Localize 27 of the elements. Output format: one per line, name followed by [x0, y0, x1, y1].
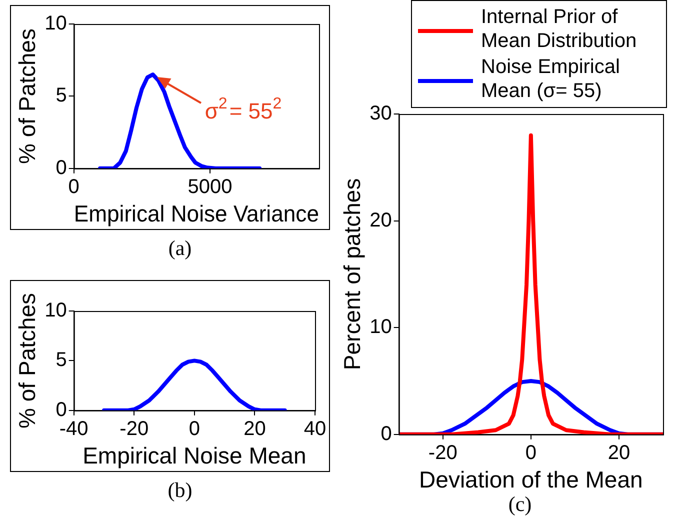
- x-tick-label: 20: [608, 442, 630, 464]
- x-axis-title: Empirical Noise Variance: [74, 201, 319, 227]
- y-tick-label: 30: [370, 102, 392, 125]
- y-tick-label: 0: [56, 156, 67, 179]
- x-axis-title: Empirical Noise Mean: [82, 442, 306, 469]
- x-tick-label: 5000: [188, 176, 232, 198]
- y-tick-label: 20: [370, 209, 392, 232]
- text: (a): [167, 236, 193, 261]
- legend-label: Noise Empirical Mean (σ= 55): [481, 55, 621, 103]
- y-axis-title: % of Patches: [14, 292, 40, 428]
- y-tick-label: 5: [56, 84, 67, 107]
- text: (b): [166, 478, 194, 503]
- y-tick-label: 5: [56, 349, 67, 372]
- y-tick-label: 10: [44, 300, 67, 322]
- x-tick-label: -20: [120, 418, 149, 440]
- x-tick-label: 0: [525, 442, 536, 464]
- y-axis-title: % of Patches: [14, 28, 40, 164]
- x-tick-label: 40: [304, 418, 326, 440]
- y-axis-title: Percent of patches: [339, 178, 366, 370]
- y-tick-label: 10: [44, 12, 67, 35]
- x-axis-title: Deviation of the Mean: [419, 466, 643, 493]
- text: (c): [507, 492, 533, 517]
- x-tick-label: 0: [188, 418, 200, 440]
- legend-label: Internal Prior of Mean Distribution: [481, 5, 638, 53]
- x-tick-label: -20: [428, 442, 458, 464]
- x-tick-label: 20: [244, 418, 266, 440]
- y-tick-label: 10: [370, 316, 392, 338]
